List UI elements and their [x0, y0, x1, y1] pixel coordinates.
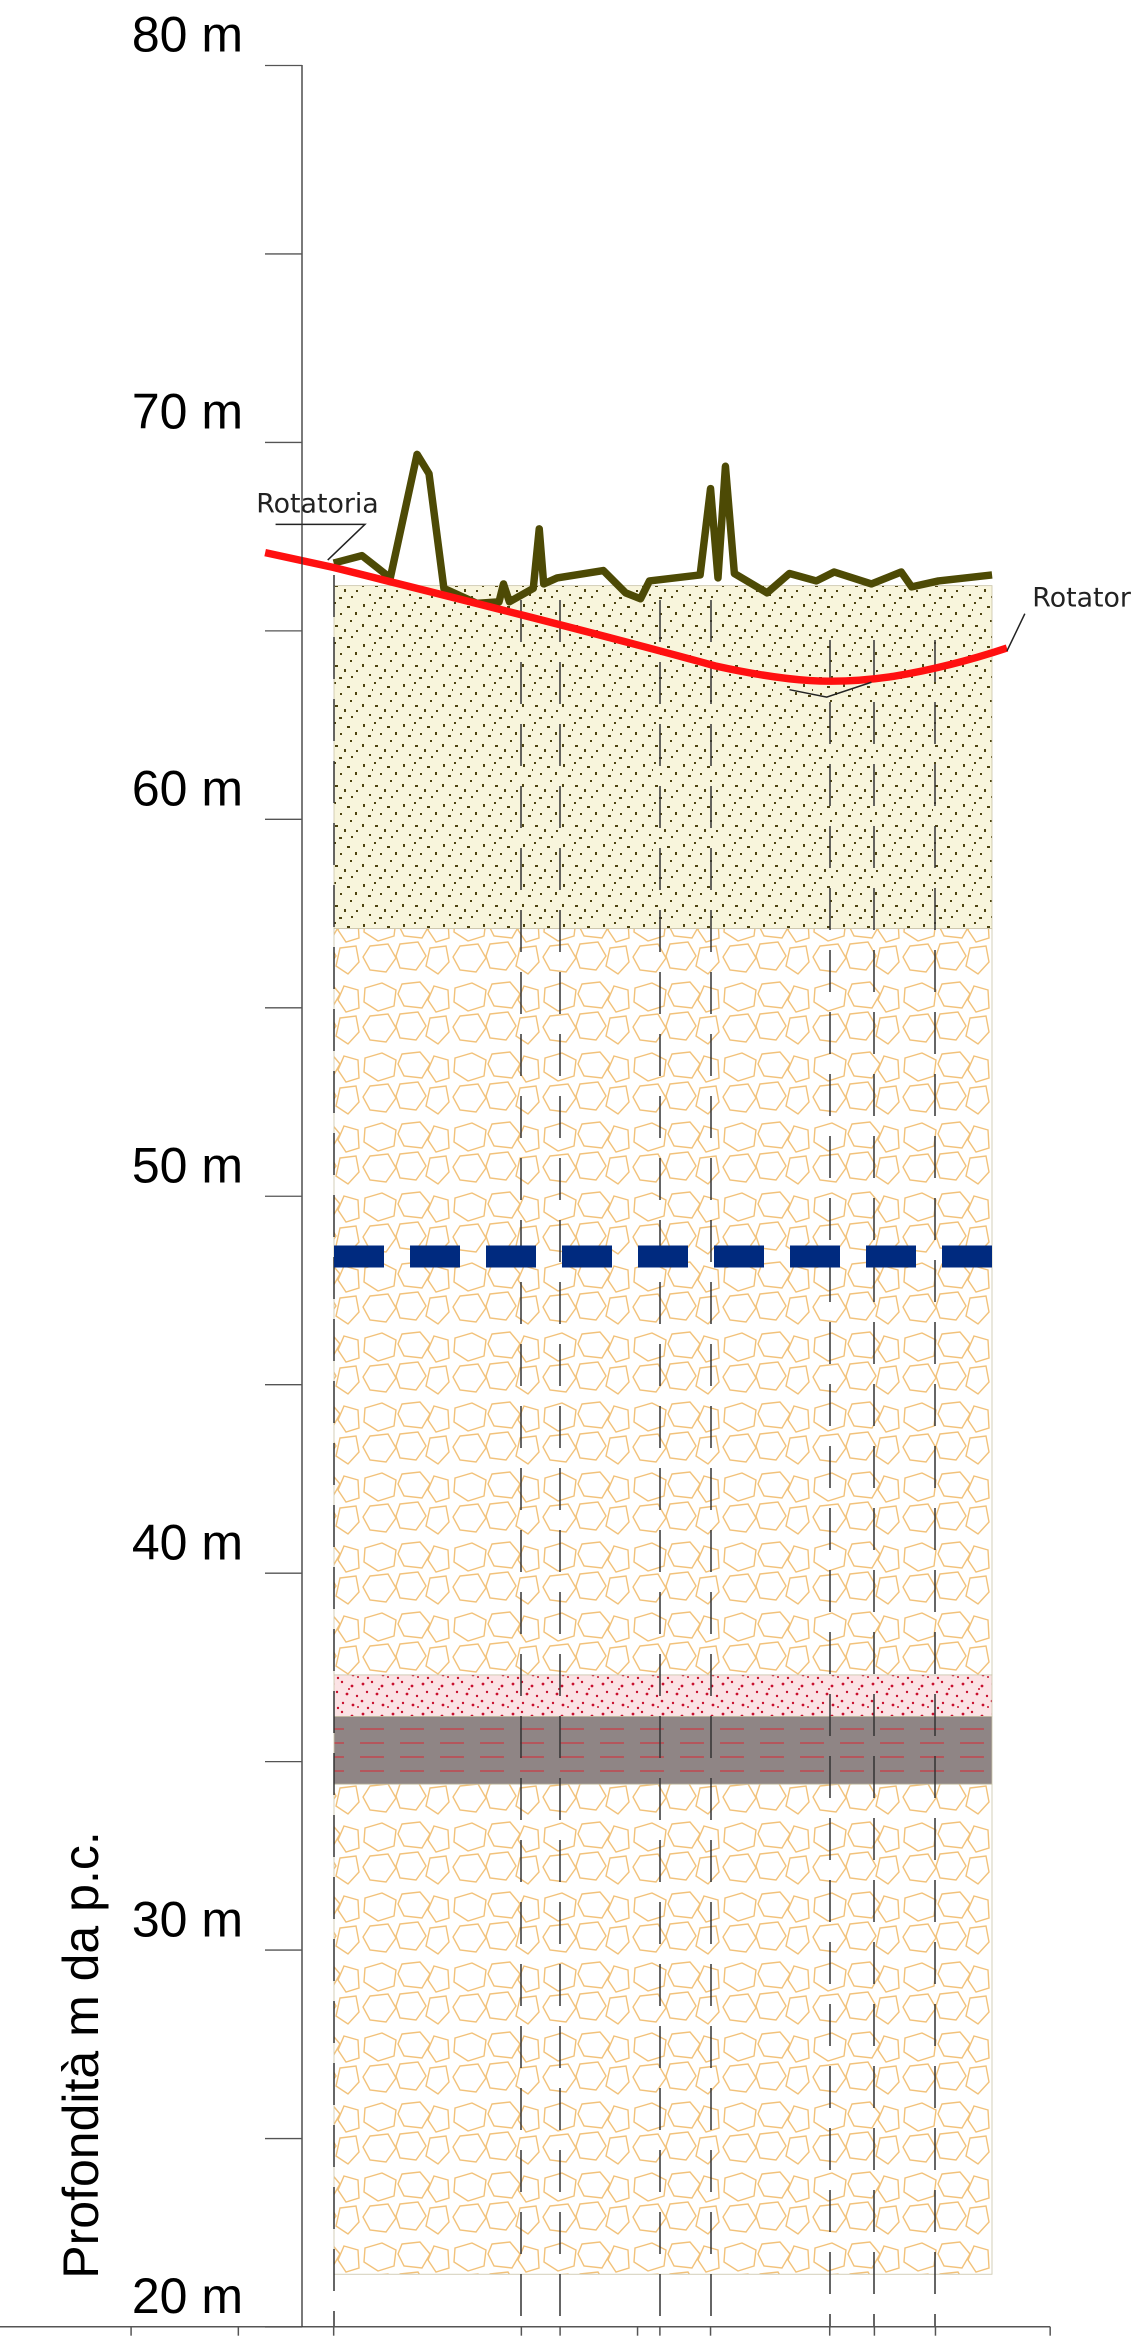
layers	[333, 585, 993, 2275]
layer	[333, 928, 993, 1676]
y-tick-label: 70 m	[132, 384, 243, 440]
layer	[333, 1715, 993, 1785]
y-tick-label: 20 m	[132, 2268, 243, 2324]
y-tick-label: 80 m	[132, 7, 243, 63]
y-tick-label: 60 m	[132, 761, 243, 817]
profiles: Rotatoria Rotator	[0, 450, 1132, 2336]
y-tick-label: 40 m	[132, 1514, 243, 1570]
y-tick-label: 30 m	[132, 1891, 243, 1947]
layer	[333, 1674, 993, 1717]
leader	[275, 523, 367, 561]
leader	[1006, 613, 1026, 652]
baseline	[0, 2326, 1051, 2336]
boreholes	[333, 575, 936, 2327]
y-axis-ticks: 20 m 30 m 40 m 50 m 60 m 70 m 80 m	[132, 7, 302, 2328]
y-axis-label: Profondità m da p.c.	[53, 1831, 109, 2278]
annotation: Rotatoria	[256, 488, 379, 519]
y-tick-label: 50 m	[132, 1137, 243, 1193]
layer	[333, 1783, 993, 2275]
ground-surface	[332, 450, 993, 608]
layer	[333, 585, 993, 930]
leader	[789, 681, 872, 698]
road-profile	[264, 549, 1009, 685]
annotation: Rotator	[1032, 582, 1132, 613]
